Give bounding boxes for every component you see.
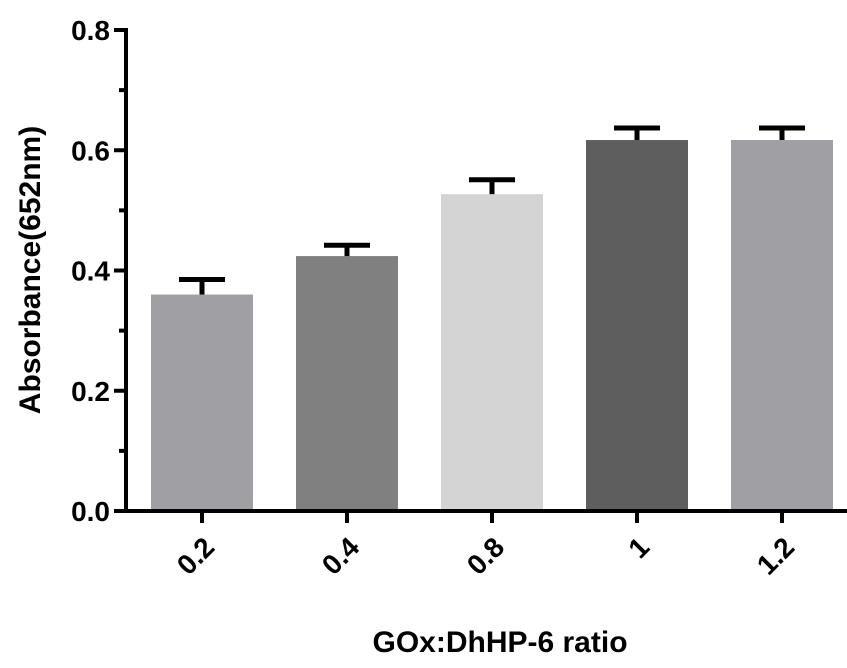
- x-tick-label: 1: [622, 531, 655, 564]
- y-ticks-layer: 0.0 0.2 0.4 0.6 0.8: [71, 15, 126, 527]
- y-axis-label: Absorbance(652nm): [14, 126, 47, 414]
- x-tick-label: 0.8: [461, 531, 510, 580]
- x-axis-label: GOx:DhHP-6 ratio: [372, 626, 627, 659]
- y-tick-label: 0.8: [71, 15, 110, 46]
- bar: [151, 294, 253, 511]
- x-tick-label: 0.4: [316, 531, 366, 581]
- error-bars-layer: [179, 125, 805, 295]
- x-tick-label: 0.2: [171, 531, 220, 580]
- y-tick-label: 0.0: [71, 496, 110, 527]
- bar: [731, 140, 833, 511]
- y-tick-label: 0.6: [71, 135, 110, 166]
- x-tick-label: 1.2: [751, 531, 800, 580]
- x-ticks-layer: 0.2 0.4 0.8 1 1.2: [171, 511, 800, 581]
- bar: [441, 194, 543, 512]
- y-tick-label: 0.4: [71, 256, 110, 287]
- y-tick-label: 0.2: [71, 376, 110, 407]
- bars-layer: [151, 140, 833, 512]
- bar: [296, 256, 398, 511]
- bar: [586, 140, 688, 511]
